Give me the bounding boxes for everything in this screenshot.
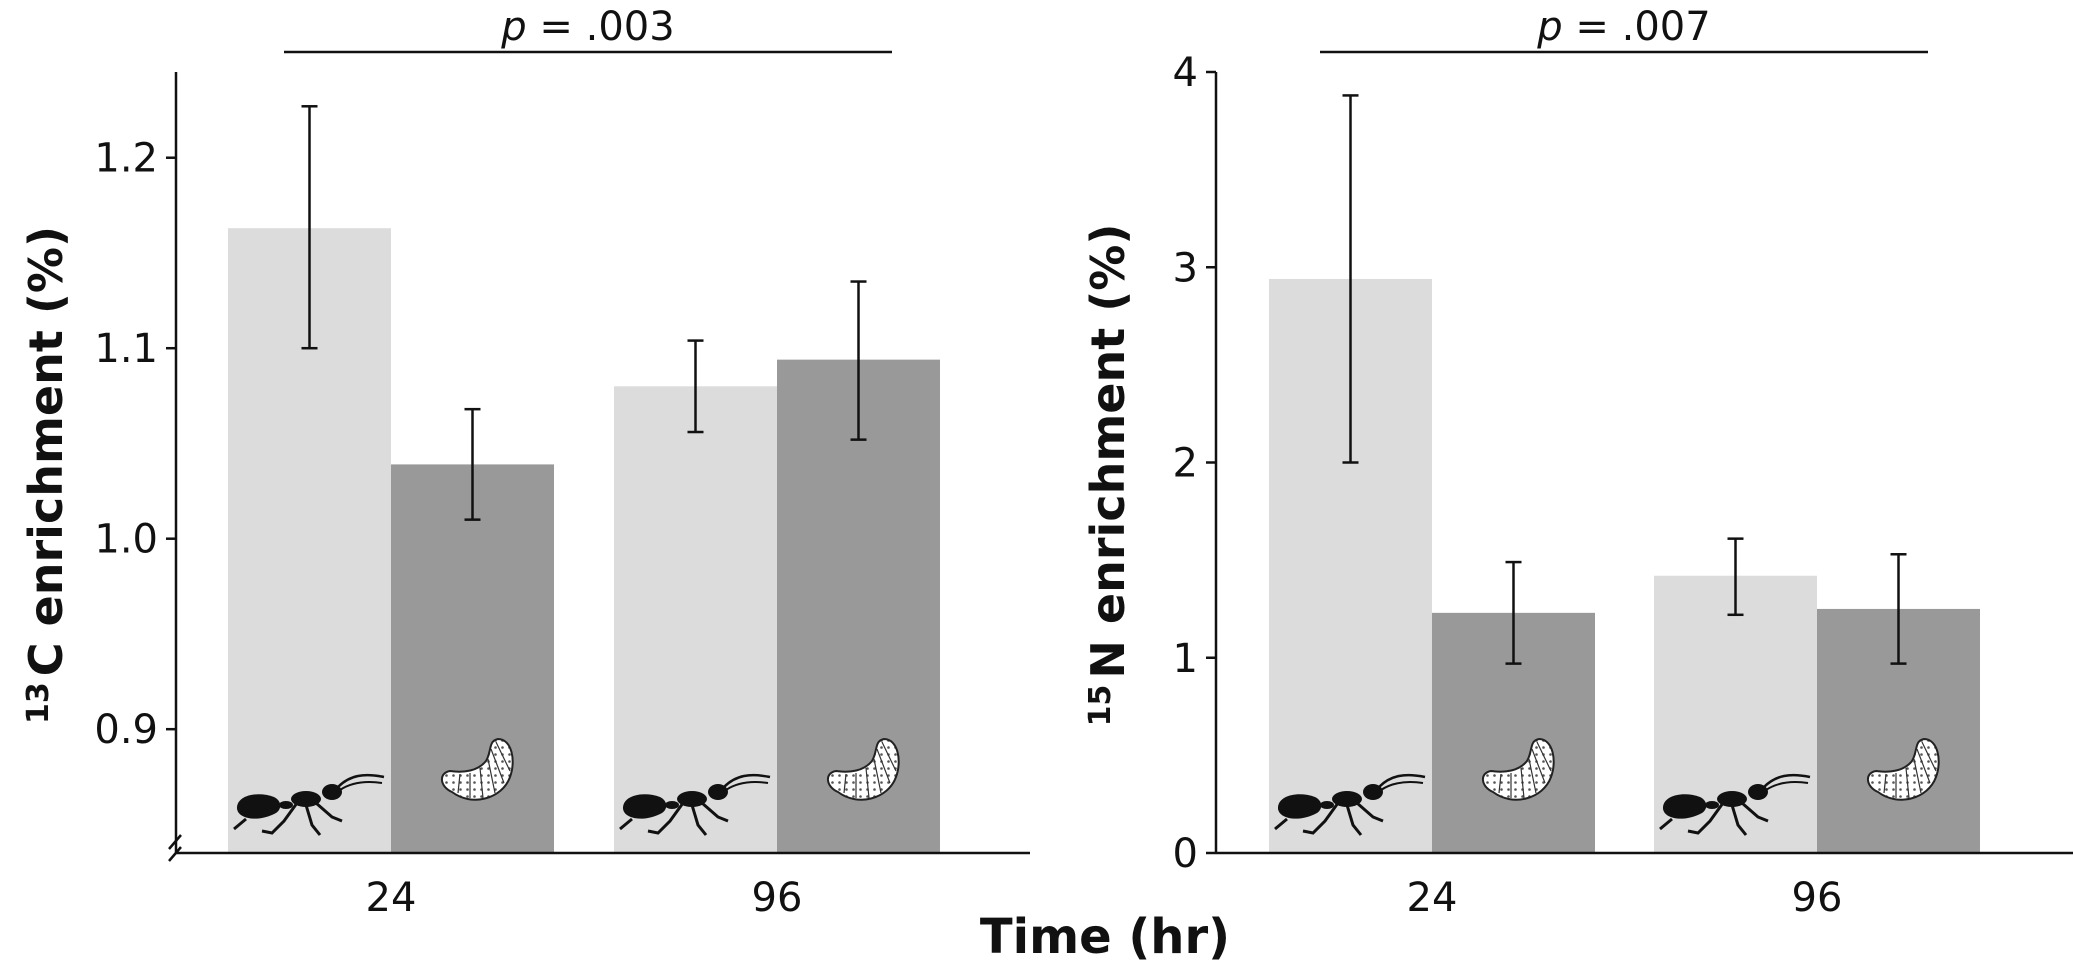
x-tick-label: 24 bbox=[1407, 875, 1458, 921]
y-axis-label-text: N enrichment (%) bbox=[1081, 224, 1135, 679]
p-value: = .003 bbox=[527, 4, 675, 50]
y-tick-label: 0 bbox=[1173, 831, 1198, 877]
panel-left: 24 96 0.9 1.0 1.1 1.2 13 C enrichment (%) p = .0… bbox=[19, 4, 1030, 921]
y-axis-label-superscript: 15 bbox=[1083, 685, 1118, 727]
p-value-label: p = .007 bbox=[1536, 4, 1710, 50]
y-tick-label: 2 bbox=[1173, 441, 1198, 487]
p-symbol: p bbox=[1536, 4, 1562, 50]
y-axis-label-text: C enrichment (%) bbox=[19, 226, 73, 676]
y-axis-label: 15 N enrichment (%) bbox=[1081, 224, 1135, 727]
p-symbol: p bbox=[500, 4, 526, 50]
x-tick-label: 24 bbox=[366, 875, 417, 921]
axis-break bbox=[168, 834, 182, 862]
x-tick-label: 96 bbox=[752, 875, 803, 921]
y-tick-label: 4 bbox=[1173, 50, 1198, 96]
panel-right: 24 96 0 1 2 3 4 15 N enrichment (%) p = .007 bbox=[1081, 4, 2073, 921]
y-tick-label: 3 bbox=[1173, 245, 1198, 291]
y-tick-label: 1 bbox=[1173, 636, 1198, 682]
p-value-label: p = .003 bbox=[500, 4, 674, 50]
y-axis-label: 13 C enrichment (%) bbox=[19, 226, 73, 724]
y-tick-label: 1.2 bbox=[94, 136, 158, 182]
y-axis-label-superscript: 13 bbox=[21, 682, 56, 724]
y-tick-label: 1.1 bbox=[94, 326, 158, 372]
x-axis-label: Time (hr) bbox=[980, 909, 1230, 965]
x-tick-label: 96 bbox=[1792, 875, 1843, 921]
y-tick-label: 1.0 bbox=[94, 517, 158, 563]
p-value: = .007 bbox=[1563, 4, 1711, 50]
y-tick-label: 0.9 bbox=[94, 707, 158, 753]
